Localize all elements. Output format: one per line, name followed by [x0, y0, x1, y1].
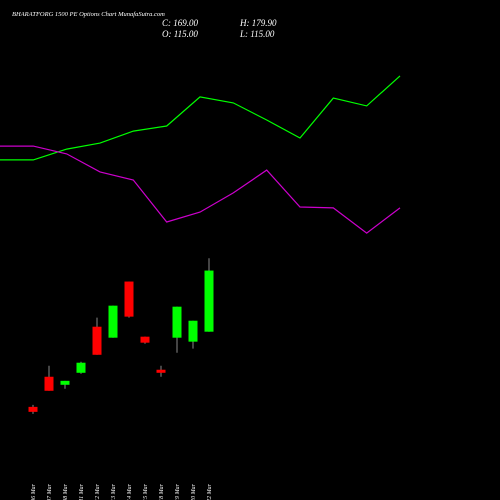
candle-body	[92, 326, 102, 355]
stat-low: L: 115.00	[239, 29, 275, 39]
candle-body	[172, 306, 182, 338]
x-tick-label: 19 Mar	[175, 483, 181, 500]
stat-open: O: 115.00	[162, 29, 198, 39]
candle-body	[60, 380, 70, 385]
candle-body	[76, 362, 86, 373]
x-tick-label: 22 Mar	[207, 483, 213, 500]
chart-title: BHARATFORG 1500 PE Options Chart MunafaS…	[12, 11, 165, 18]
indicator-line	[0, 75, 401, 161]
stat-close: C: 169.00	[162, 18, 199, 28]
indicator-line	[0, 145, 401, 234]
candle-body	[44, 376, 54, 391]
candle-body	[188, 320, 198, 342]
x-tick-label: 15 Mar	[143, 483, 149, 500]
candle-body	[124, 281, 134, 317]
x-tick-label: 20 Mar	[191, 483, 197, 500]
candle-body	[156, 369, 166, 373]
x-tick-label: 14 Mar	[126, 483, 133, 500]
x-tick-label: 12 Mar	[95, 483, 101, 500]
candle-body	[108, 305, 118, 338]
stat-high: H: 179.90	[239, 18, 277, 28]
candle-body	[140, 336, 150, 343]
candle-body	[204, 270, 214, 332]
x-tick-label: 08 Mar	[63, 483, 69, 500]
x-tick-label: 18 Mar	[159, 483, 165, 500]
x-tick-label: 13 Mar	[111, 483, 117, 500]
x-tick-label: 11 Mar	[79, 483, 85, 500]
x-tick-label: 07 Mar	[47, 483, 53, 500]
candle-body	[28, 406, 38, 412]
x-tick-label: 06 Mar	[31, 483, 37, 500]
